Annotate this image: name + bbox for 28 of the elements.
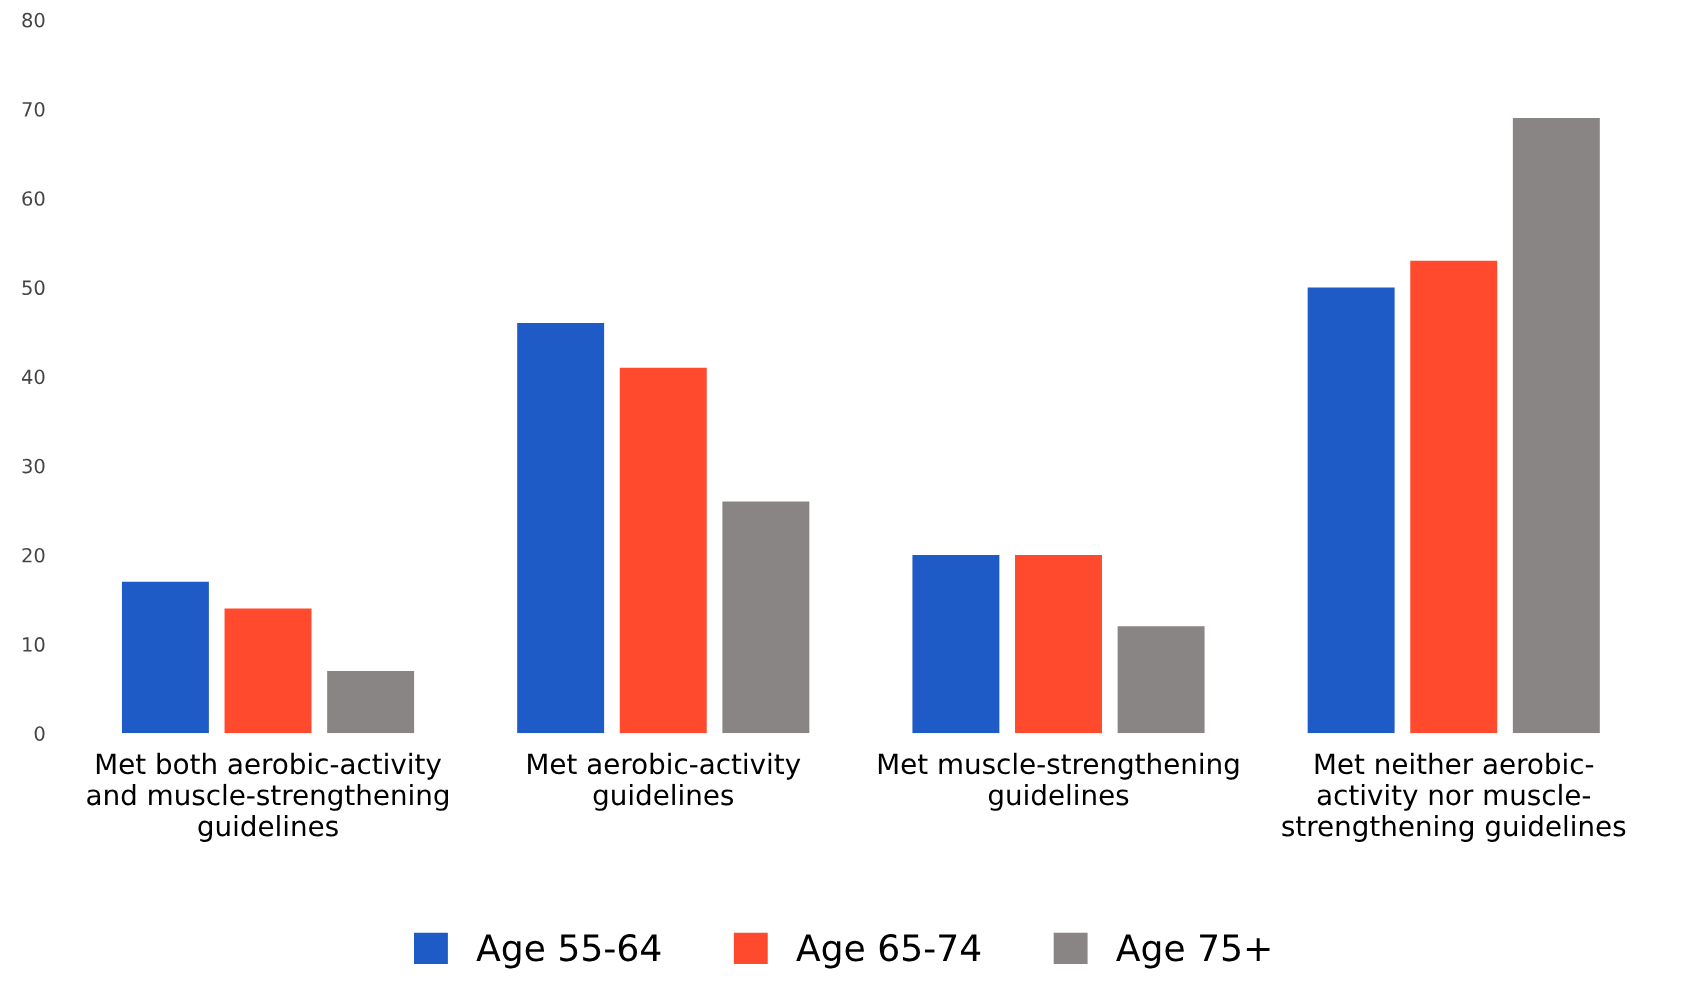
bar bbox=[912, 554, 1000, 734]
bar bbox=[121, 581, 209, 734]
x-tick-label: Met neither aerobic-activity nor muscle-strengthening guidelines bbox=[1282, 752, 1626, 842]
legend-label: Age 65-74 bbox=[796, 934, 981, 969]
y-tick-label: 0 bbox=[34, 726, 45, 741]
y-tick-label: 30 bbox=[22, 458, 45, 474]
x-tick-label: Met muscle-strengthening guidelines bbox=[878, 752, 1239, 811]
bar bbox=[224, 608, 312, 734]
bar bbox=[1307, 287, 1395, 734]
x-tick-label: Met both aerobic-activity and muscle-strengthening guidelines bbox=[87, 752, 448, 842]
x-tick-label: Met aerobic-activity guidelines bbox=[528, 752, 801, 811]
bar bbox=[1015, 554, 1102, 734]
y-tick-label: 80 bbox=[22, 12, 45, 28]
bar bbox=[1512, 117, 1600, 734]
y-tick-label: 50 bbox=[22, 280, 45, 296]
y-tick-label: 60 bbox=[22, 191, 45, 206]
y-tick-label: 20 bbox=[22, 547, 45, 563]
y-tick-label: 70 bbox=[22, 101, 45, 117]
bar bbox=[1410, 260, 1498, 734]
bar bbox=[1117, 626, 1205, 734]
legend-label: Age 75+ bbox=[1116, 934, 1270, 969]
bar bbox=[517, 323, 605, 734]
y-tick-label: 10 bbox=[23, 637, 45, 652]
legend-label: Age 55-64 bbox=[476, 934, 661, 969]
bar bbox=[619, 367, 707, 734]
bar bbox=[327, 670, 415, 734]
bar bbox=[722, 501, 810, 734]
y-tick-label: 40 bbox=[21, 369, 45, 385]
